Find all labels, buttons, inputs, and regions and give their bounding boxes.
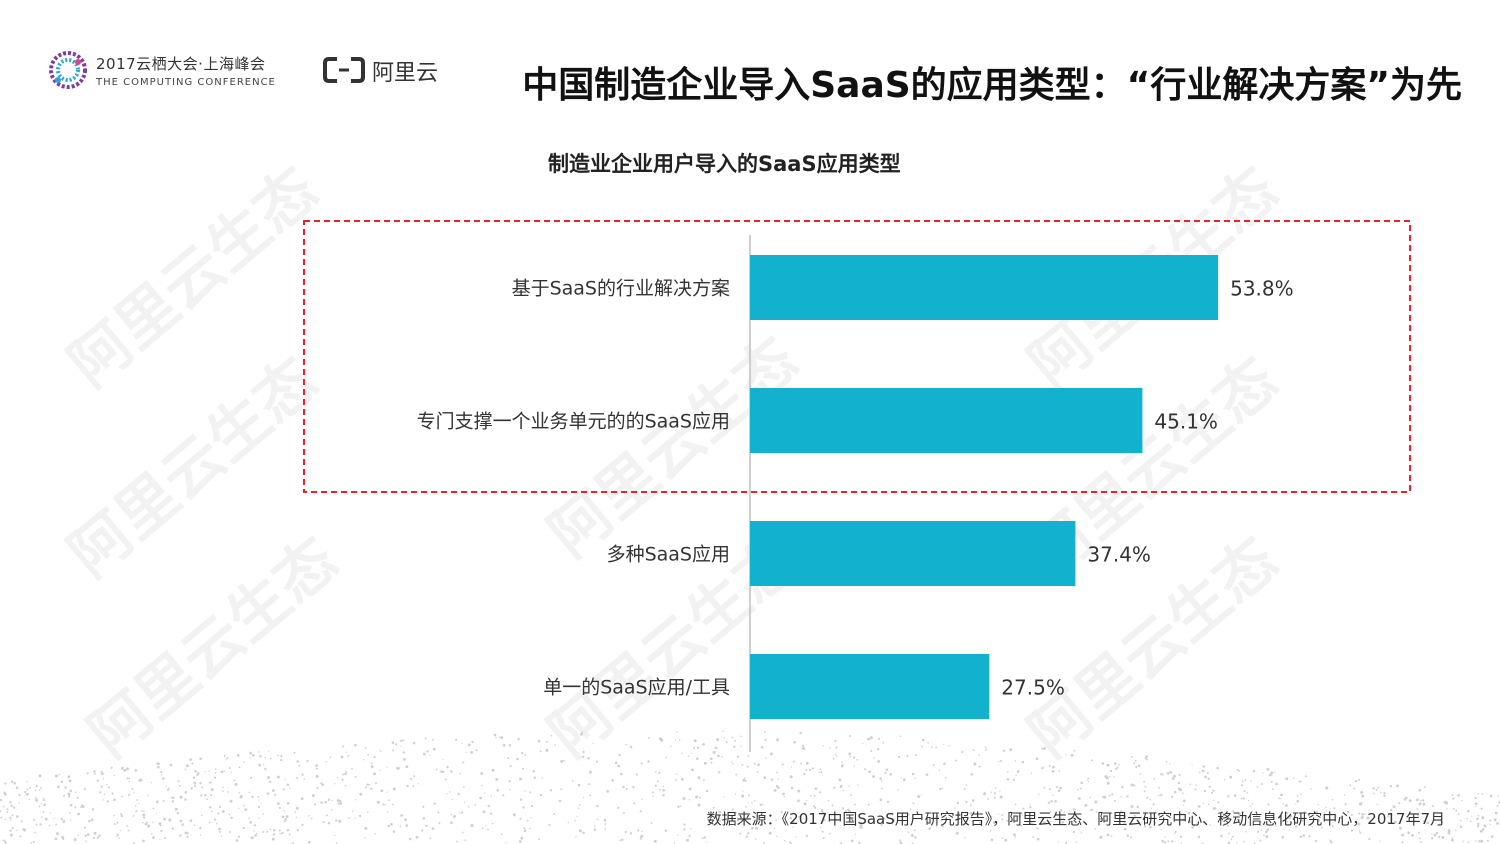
aliyun-logo-icon [323, 57, 365, 83]
conference-name: 2017云栖大会·上海峰会 THE COMPUTING CONFERENCE [96, 53, 276, 88]
bar [750, 255, 1219, 320]
bar [750, 654, 990, 719]
bar [750, 388, 1143, 453]
brand-name: 阿里云 [372, 61, 439, 86]
conference-subtitle: THE COMPUTING CONFERENCE [96, 77, 276, 88]
highlight-box [303, 220, 1411, 493]
category-label: 基于SaaS的行业解决方案 [512, 278, 730, 300]
slide-title: 中国制造企业导入SaaS的应用类型：“行业解决方案”为先 [522, 65, 1462, 106]
source-note: 数据来源：《2017中国SaaS用户研究报告》，阿里云生态、阿里云研究中心、移动… [706, 810, 1445, 828]
conference-title: 2017云栖大会·上海峰会 [96, 55, 266, 73]
data-label: 45.1% [1154, 410, 1218, 434]
data-label: 37.4% [1087, 543, 1151, 567]
conference-logo-icon [49, 51, 87, 89]
chart-title: 制造业企业用户导入的SaaS应用类型 [548, 152, 901, 176]
data-label: 53.8% [1230, 277, 1294, 301]
bar [750, 521, 1076, 586]
category-label: 单一的SaaS应用/工具 [543, 677, 730, 699]
data-label: 27.5% [1001, 676, 1065, 700]
category-label: 专门支撑一个业务单元的的SaaS应用 [417, 411, 730, 433]
category-label: 多种SaaS应用 [607, 544, 730, 566]
slide-header: 2017云栖大会·上海峰会 THE COMPUTING CONFERENCE 阿… [0, 0, 1500, 120]
